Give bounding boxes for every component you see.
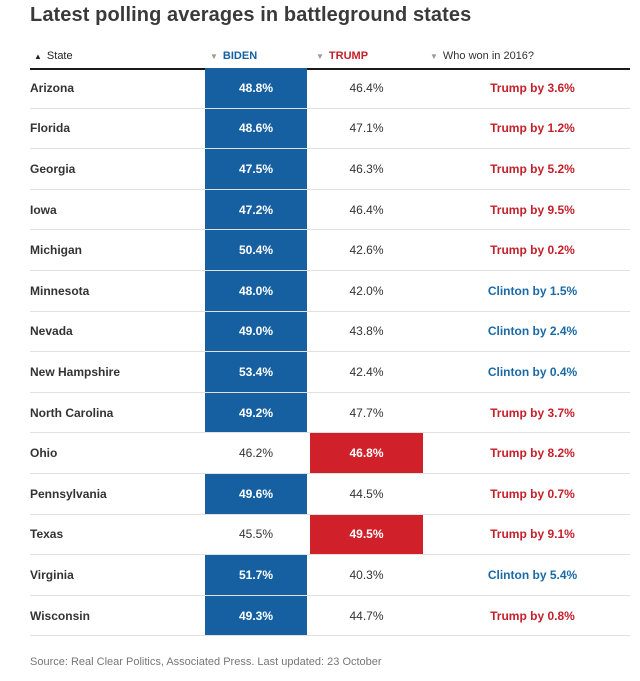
sort-down-icon: ▼ [430,51,438,61]
table-header: ▲ State ▼ BIDEN ▼ TRUMP ▼ Who won in 201… [30,44,630,70]
table-row: Texas 45.5% 49.5% Trump by 9.1% [30,514,630,556]
trump-value: 46.4% [349,80,384,95]
biden-value: 51.7% [205,555,307,595]
state-name: North Carolina [30,405,114,420]
trump-value: 44.7% [349,608,384,623]
header-won-sort[interactable]: ▼ Who won in 2016? [430,50,534,62]
won-2016-value: Trump by 8.2% [490,446,575,461]
won-2016-value: Clinton by 1.5% [487,283,578,298]
trump-value: 47.7% [349,405,384,420]
trump-value: 46.4% [349,202,384,217]
header-state-label: State [46,50,73,62]
biden-value: 49.3% [205,595,307,636]
sort-down-icon: ▼ [316,51,324,61]
won-2016-value: Clinton by 5.4% [487,567,578,582]
state-name: Minnesota [30,283,90,298]
table-row: North Carolina 49.2% 47.7% Trump by 3.7% [30,392,630,434]
trump-value: 44.5% [349,486,384,501]
table-row: Georgia 47.5% 46.3% Trump by 5.2% [30,149,630,190]
trump-value: 40.3% [349,567,384,582]
biden-value: 49.6% [205,473,307,514]
won-2016-value: Trump by 0.2% [490,243,575,258]
header-won-label: Who won in 2016? [442,50,535,62]
state-name: Texas [30,527,64,542]
won-2016-value: Clinton by 0.4% [487,364,578,379]
table-row: Iowa 47.2% 46.4% Trump by 9.5% [30,189,630,231]
sort-down-icon: ▼ [210,51,218,61]
state-name: Virginia [30,567,74,582]
table-row: Florida 48.6% 47.1% Trump by 1.2% [30,108,630,150]
biden-value: 47.5% [205,149,307,189]
trump-value: 46.8% [310,433,423,473]
won-2016-value: Trump by 3.6% [490,80,575,95]
header-trump-label: TRUMP [328,50,369,62]
trump-value: 46.3% [349,161,384,176]
won-2016-value: Trump by 1.2% [490,121,575,136]
trump-value: 43.8% [349,324,384,339]
header-trump-sort[interactable]: ▼ TRUMP [316,50,368,62]
won-2016-value: Clinton by 2.4% [487,324,578,339]
state-name: Arizona [30,80,75,95]
won-2016-value: Trump by 0.7% [490,486,575,501]
state-name: Florida [30,121,71,136]
table-row: Wisconsin 49.3% 44.7% Trump by 0.8% [30,595,630,637]
source-note: Source: Real Clear Politics, Associated … [30,656,382,668]
table-body: Arizona 48.8% 46.4% Trump by 3.6% Florida 48.… [30,68,630,637]
table-row: Virginia 51.7% 40.3% Clinton by 5.4% [30,555,630,596]
state-name: New Hampshire [30,364,121,379]
state-name: Georgia [30,161,76,176]
sort-up-icon: ▲ [34,51,42,61]
trump-value: 49.5% [310,514,423,555]
biden-value: 47.2% [205,189,307,230]
biden-value: 48.0% [205,270,307,311]
chart-title: Latest polling averages in battleground … [30,4,472,26]
won-2016-value: Trump by 9.5% [490,202,575,217]
state-name: Michigan [30,243,83,258]
state-name: Wisconsin [30,608,90,623]
header-biden-sort[interactable]: ▼ BIDEN [210,50,257,62]
won-2016-value: Trump by 9.1% [490,527,575,542]
state-name: Pennsylvania [30,486,107,501]
trump-value: 42.0% [349,283,384,298]
biden-value: 48.8% [205,68,307,108]
table-row: Nevada 49.0% 43.8% Clinton by 2.4% [30,311,630,353]
table-row: Arizona 48.8% 46.4% Trump by 3.6% [30,68,630,109]
trump-value: 47.1% [349,121,384,136]
header-state-sort[interactable]: ▲ State [34,50,73,62]
biden-value: 46.2% [238,446,274,461]
table-row: New Hampshire 53.4% 42.4% Clinton by 0.4% [30,352,630,393]
state-name: Iowa [30,202,57,217]
table-row: Minnesota 48.0% 42.0% Clinton by 1.5% [30,270,630,312]
trump-value: 42.4% [349,364,384,379]
header-biden-label: BIDEN [222,50,258,62]
won-2016-value: Trump by 0.8% [490,608,575,623]
table-row: Ohio 46.2% 46.8% Trump by 8.2% [30,433,630,474]
biden-value: 49.0% [205,311,307,352]
state-name: Ohio [30,446,58,461]
table-row: Pennsylvania 49.6% 44.5% Trump by 0.7% [30,473,630,515]
biden-value: 49.2% [205,392,307,433]
biden-value: 50.4% [205,230,307,270]
biden-value: 53.4% [205,352,307,392]
state-name: Nevada [30,324,73,339]
won-2016-value: Trump by 5.2% [490,161,575,176]
won-2016-value: Trump by 3.7% [490,405,575,420]
biden-value: 48.6% [205,108,307,149]
table-row: Michigan 50.4% 42.6% Trump by 0.2% [30,230,630,271]
trump-value: 42.6% [349,243,384,258]
biden-value: 45.5% [238,527,274,542]
